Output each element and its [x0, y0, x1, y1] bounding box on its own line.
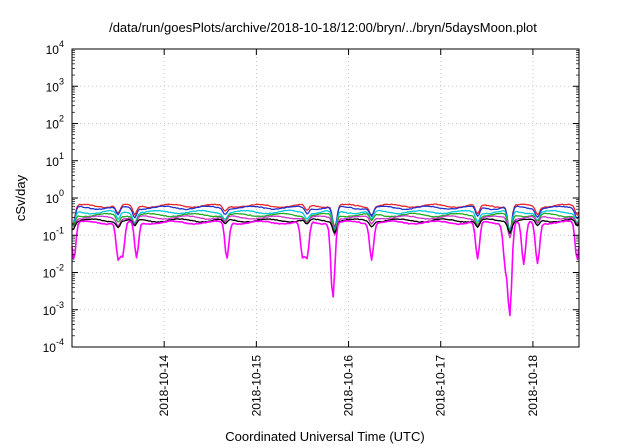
- y-axis-label: cSv/day: [13, 174, 28, 221]
- y-tick-label: 102: [46, 114, 64, 132]
- x-axis-label: Coordinated Universal Time (UTC): [225, 429, 424, 444]
- series-line: [71, 215, 580, 239]
- x-axis: 2018-10-14 2018-10-15 2018-10-16 2018-10-17…: [157, 49, 540, 416]
- x-tick-label: 2018-10-18: [526, 355, 540, 417]
- chart-title: /data/run/goesPlots/archive/2018-10-18/1…: [109, 20, 537, 35]
- series-line: [71, 212, 580, 235]
- y-tick-label: 10-3: [43, 300, 64, 318]
- series-group: [71, 203, 580, 317]
- series-line: [71, 218, 580, 234]
- grid: [72, 49, 579, 347]
- series-line: [71, 205, 580, 234]
- y-tick-label: 10-2: [43, 263, 64, 281]
- y-axis: 10-4 10-3 10-2 10-1 100 101 102 103 104: [43, 39, 579, 355]
- x-tick-label: 2018-10-16: [342, 355, 356, 417]
- y-tick-label: 104: [46, 39, 64, 57]
- y-tick-label: 10-4: [43, 337, 64, 355]
- y-tick-label: 100: [46, 188, 64, 206]
- x-tick-label: 2018-10-17: [434, 355, 448, 417]
- y-tick-label: 103: [46, 76, 64, 94]
- x-tick-label: 2018-10-15: [249, 355, 263, 417]
- series-line: [71, 209, 580, 235]
- series-line: [71, 220, 580, 317]
- x-tick-label: 2018-10-14: [157, 355, 171, 417]
- y-tick-label: 10-1: [43, 225, 64, 243]
- y-tick-label: 101: [46, 151, 64, 169]
